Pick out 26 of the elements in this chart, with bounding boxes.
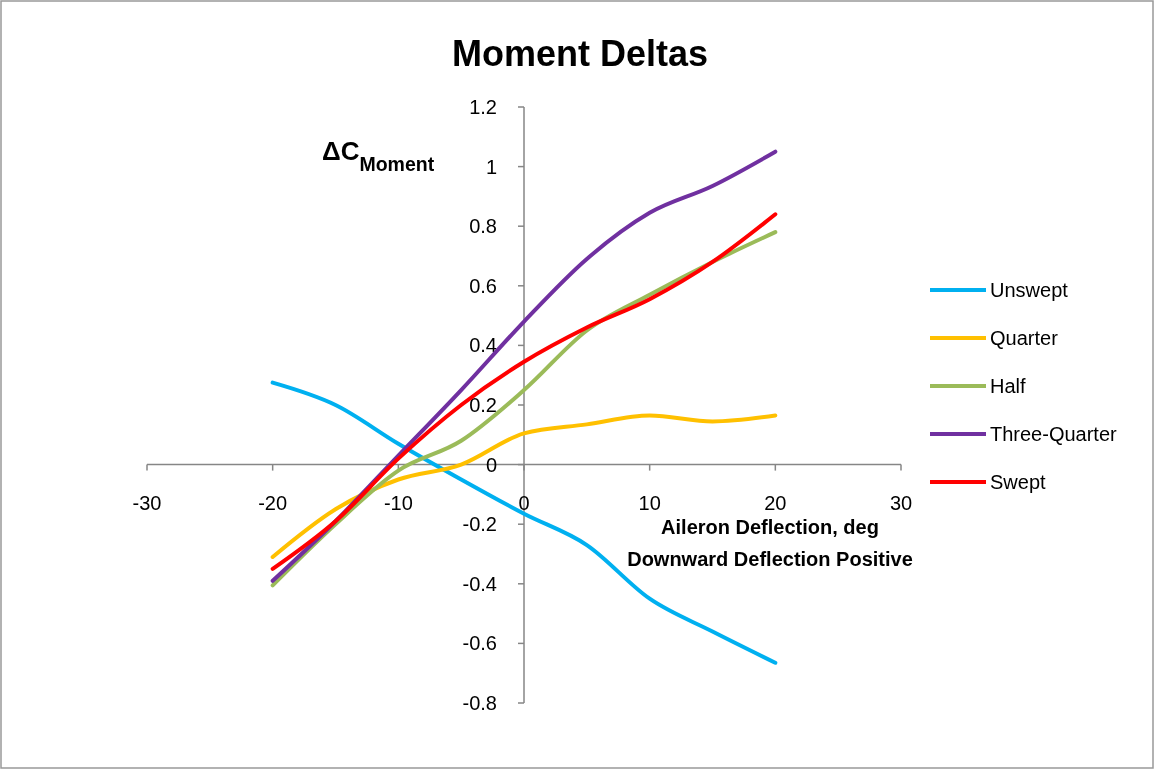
y-tick-label: 0 (485, 453, 497, 476)
x-tick-label: -30 (132, 491, 162, 514)
x-axis-title: Aileron Deflection, deg Downward Deflection Positive (627, 516, 913, 570)
legend-label: Half (990, 375, 1027, 397)
y-axis-title: ΔC$_{Moment}$ (322, 136, 435, 175)
y-tick-label: 0.8 (469, 215, 497, 238)
x-tick-label: 30 (889, 491, 913, 514)
y-tick-label: 0.4 (469, 334, 497, 357)
legend-label: Quarter (990, 327, 1059, 349)
legend-label: Swept (990, 471, 1047, 493)
y-tick-label: -0.8 (462, 692, 497, 714)
y-tick-label: 0.2 (469, 394, 497, 416)
y-tick-label: 1.2 (469, 96, 497, 118)
chart-title: Moment Deltas (451, 33, 709, 74)
y-tick-label: 0.6 (469, 274, 497, 297)
legend-label: Unswept (990, 279, 1069, 301)
x-tick-label: 10 (638, 491, 661, 514)
y-tick-label: -0.2 (462, 513, 497, 536)
y-tick-label: -0.6 (462, 632, 497, 655)
x-tick-label: 20 (764, 491, 787, 514)
legend-label: Three-Quarter (990, 423, 1118, 445)
x-tick-label: -20 (258, 491, 288, 514)
x-tick-label: 0 (518, 491, 530, 514)
x-tick-label: -10 (383, 491, 413, 514)
y-tick-label: -0.4 (462, 572, 497, 595)
y-tick-label: 1 (485, 155, 497, 178)
